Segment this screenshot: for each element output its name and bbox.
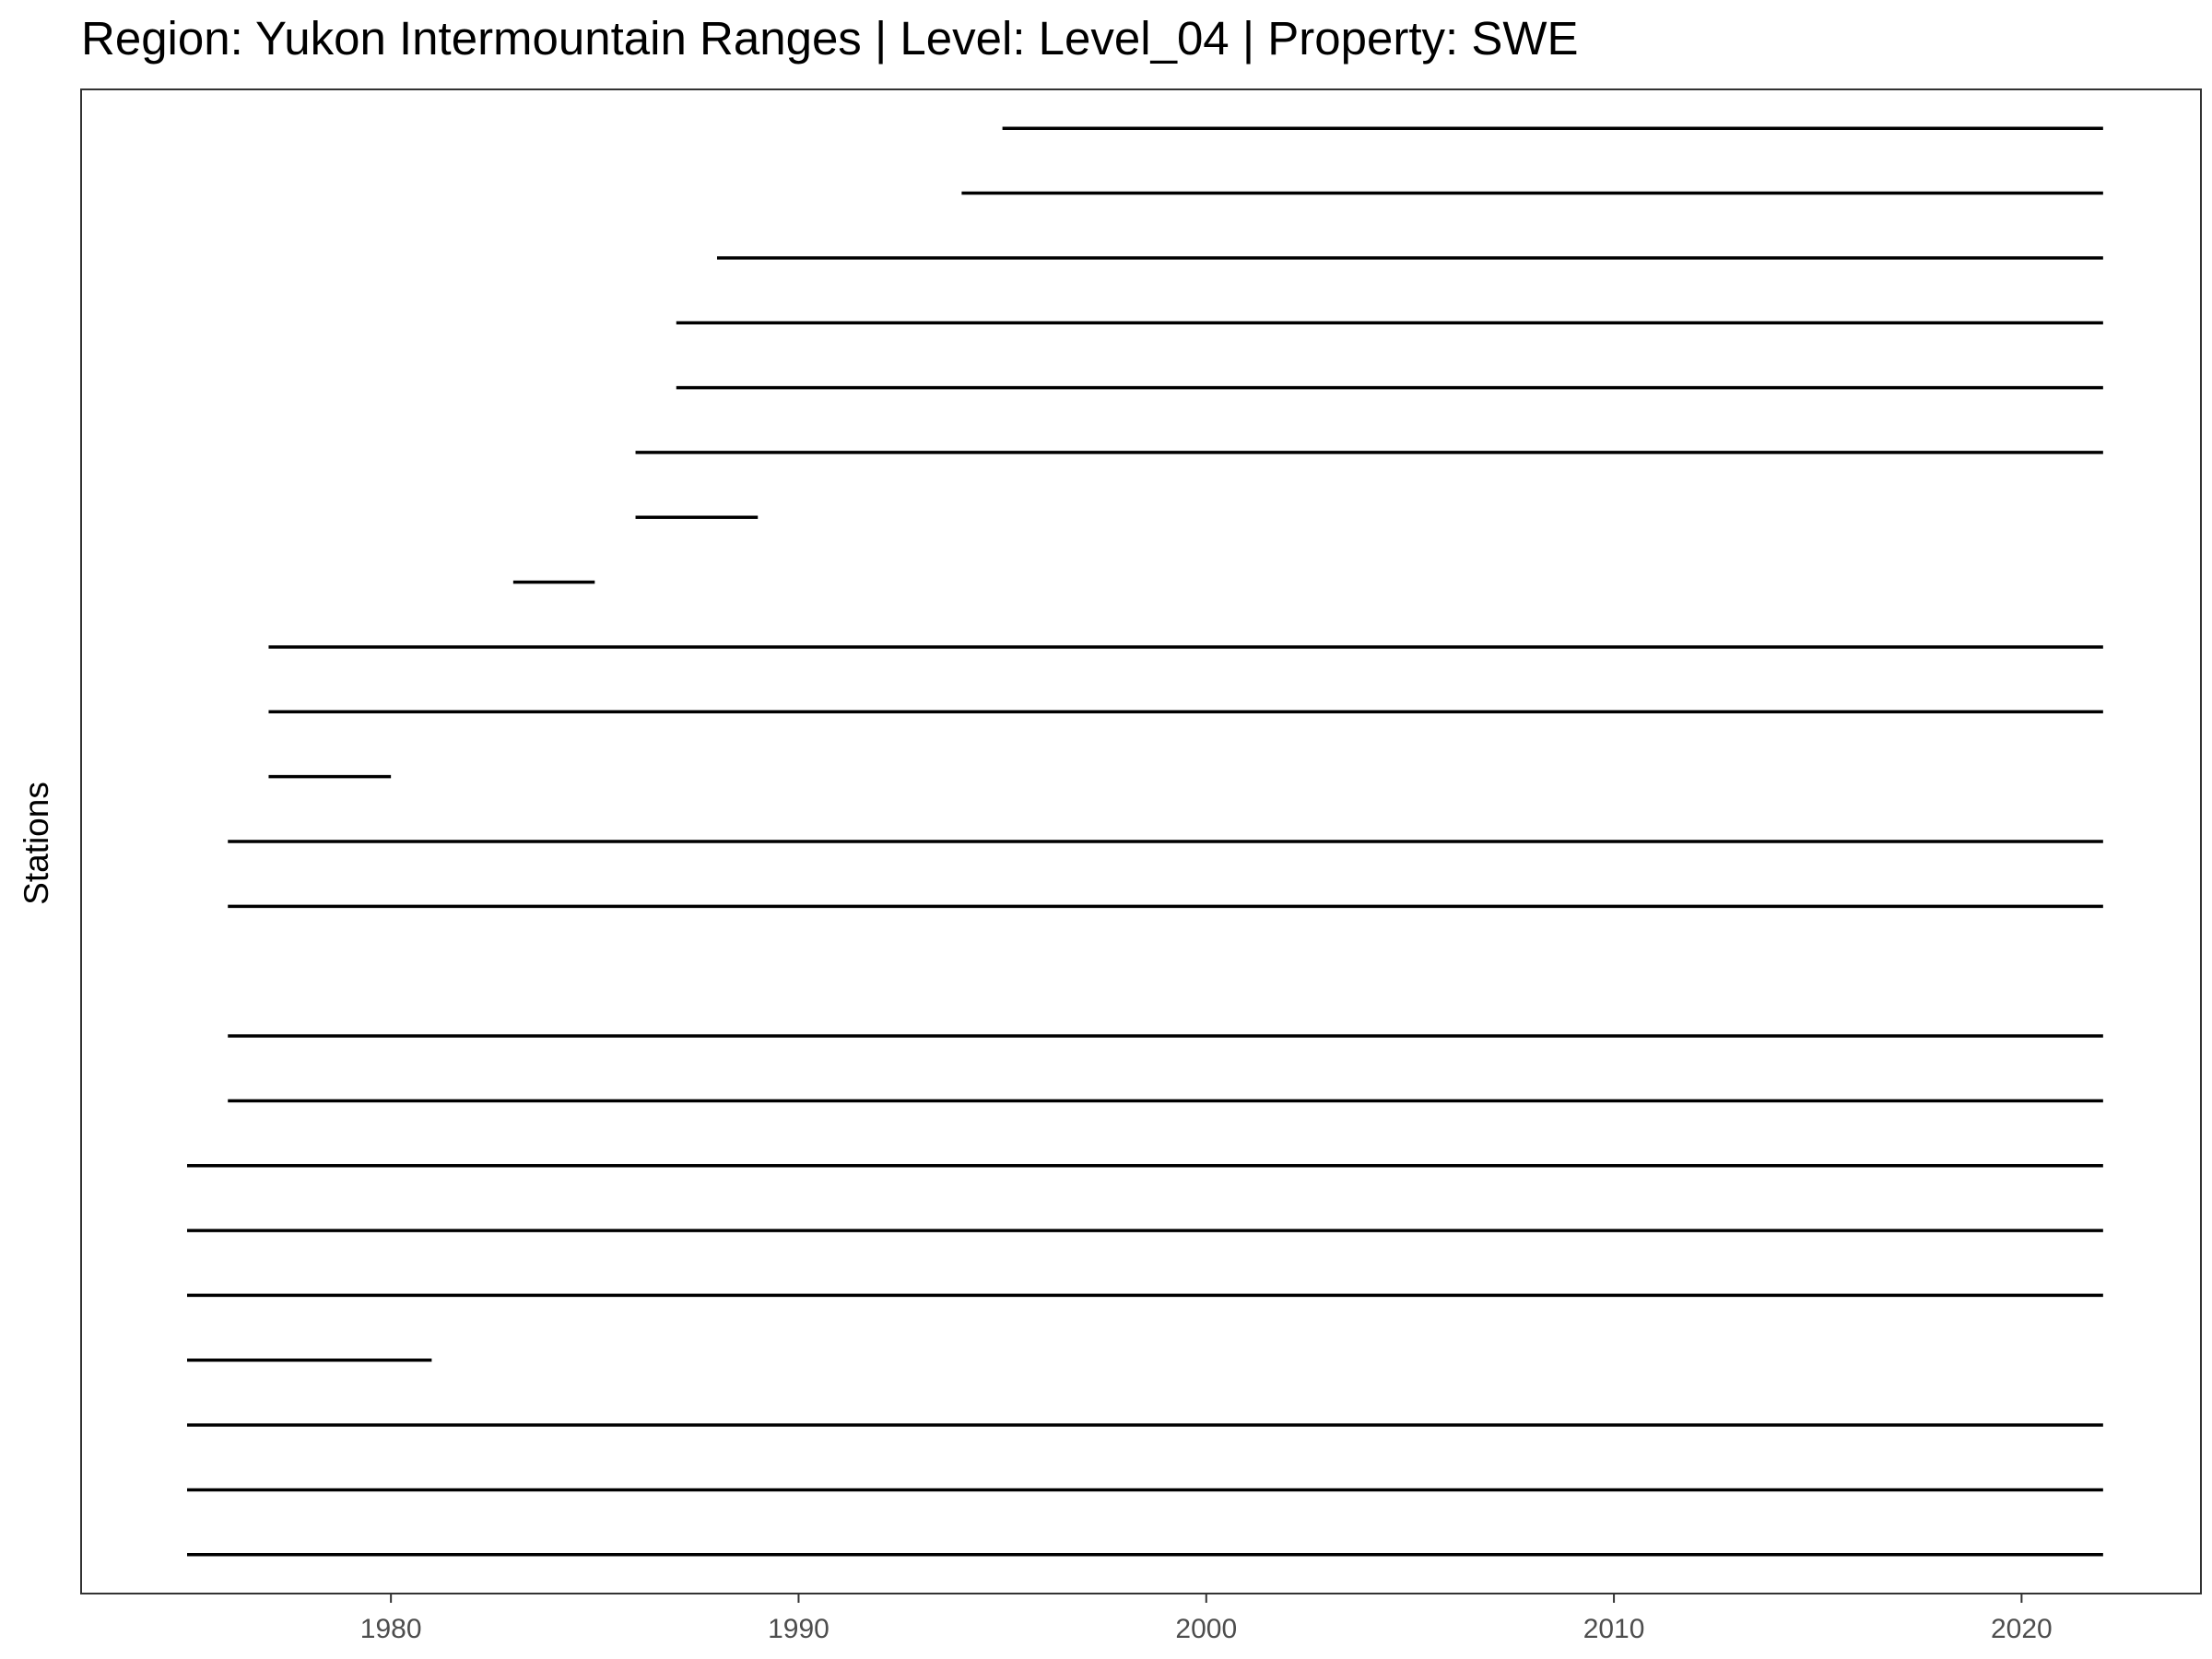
x-tick-label: 1980 xyxy=(360,1614,422,1644)
x-tick-label: 2010 xyxy=(1583,1614,1645,1644)
station-segments xyxy=(187,126,2103,1557)
x-tick-label: 2000 xyxy=(1175,1614,1237,1644)
x-tick-label: 1990 xyxy=(768,1614,830,1644)
chart-title: Region: Yukon Intermountain Ranges | Lev… xyxy=(81,12,1579,65)
plot-panel xyxy=(80,88,2202,1594)
x-tick-label: 2020 xyxy=(1991,1614,2053,1644)
x-axis: 1980 1990 2000 2010 2020 xyxy=(360,1594,2053,1644)
